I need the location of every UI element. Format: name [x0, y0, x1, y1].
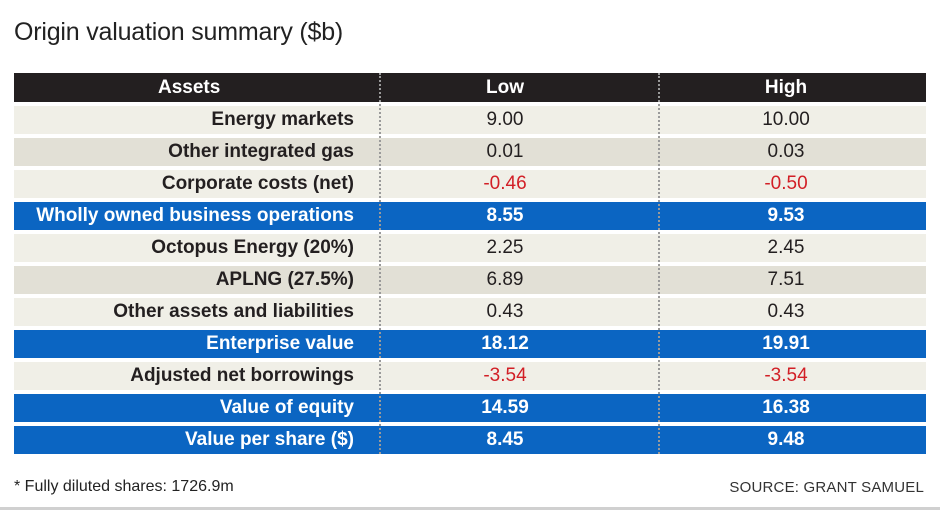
table-body: Energy markets 9.00 10.00 Other integrated … [14, 106, 926, 454]
header-high: High [764, 76, 808, 98]
row-low-value: 14.59 [481, 397, 529, 418]
row-low-value: 0.01 [486, 141, 524, 162]
table-row: Other assets and liabilities 0.43 0.43 [14, 298, 926, 326]
row-low-value: 0.43 [486, 301, 524, 322]
row-low-value: 18.12 [481, 333, 529, 354]
row-label: Corporate costs (net) [161, 173, 354, 194]
header-low: Low [486, 76, 524, 98]
chart-title: Origin valuation summary ($b) [14, 18, 344, 46]
row-high-value: 7.51 [767, 269, 805, 290]
table-row: Enterprise value 18.12 19.91 [14, 330, 926, 358]
bottom-rule [0, 507, 940, 510]
table-row: Value per share ($) 8.45 9.48 [14, 426, 926, 454]
row-low-value: -3.54 [483, 365, 527, 386]
row-label: Value per share ($) [185, 429, 354, 450]
table-row: Wholly owned business operations 8.55 9.53 [14, 202, 926, 230]
row-label: APLNG (27.5%) [215, 269, 354, 290]
row-high-value: 10.00 [762, 109, 810, 130]
valuation-table: Assets Low High Energy markets 9.00 10.00 O… [14, 73, 926, 458]
column-divider [379, 73, 381, 454]
row-low-value: 8.45 [486, 429, 524, 450]
row-high-value: 0.43 [767, 301, 805, 322]
table-row: Other integrated gas 0.01 0.03 [14, 138, 926, 166]
row-label: Wholly owned business operations [36, 205, 354, 226]
table-row: Energy markets 9.00 10.00 [14, 106, 926, 134]
row-label: Value of equity [219, 397, 354, 418]
table-row: APLNG (27.5%) 6.89 7.51 [14, 266, 926, 294]
row-high-value: 2.45 [767, 237, 805, 258]
header-assets: Assets [158, 76, 221, 98]
row-label: Other assets and liabilities [113, 301, 354, 322]
table-row: Octopus Energy (20%) 2.25 2.45 [14, 234, 926, 262]
source-credit: SOURCE: GRANT SAMUEL [729, 479, 924, 496]
footnote: * Fully diluted shares: 1726.9m [14, 478, 234, 495]
row-high-value: 16.38 [762, 397, 810, 418]
row-label: Adjusted net borrowings [130, 365, 354, 386]
row-label: Octopus Energy (20%) [151, 237, 354, 258]
row-high-value: -0.50 [764, 173, 808, 194]
row-low-value: 8.55 [486, 205, 524, 226]
row-low-value: 2.25 [486, 237, 524, 258]
row-low-value: 6.89 [486, 269, 524, 290]
row-high-value: -3.54 [764, 365, 808, 386]
table-header-row: Assets Low High [14, 73, 926, 102]
row-label: Energy markets [211, 109, 354, 130]
row-label: Enterprise value [206, 333, 354, 354]
row-label: Other integrated gas [168, 141, 354, 162]
row-high-value: 19.91 [762, 333, 810, 354]
row-low-value: 9.00 [486, 109, 524, 130]
table-row: Value of equity 14.59 16.38 [14, 394, 926, 422]
row-low-value: -0.46 [483, 173, 527, 194]
table-row: Corporate costs (net) -0.46 -0.50 [14, 170, 926, 198]
column-divider [658, 73, 660, 454]
row-high-value: 0.03 [767, 141, 805, 162]
row-high-value: 9.48 [767, 429, 805, 450]
row-high-value: 9.53 [767, 205, 805, 226]
table-row: Adjusted net borrowings -3.54 -3.54 [14, 362, 926, 390]
